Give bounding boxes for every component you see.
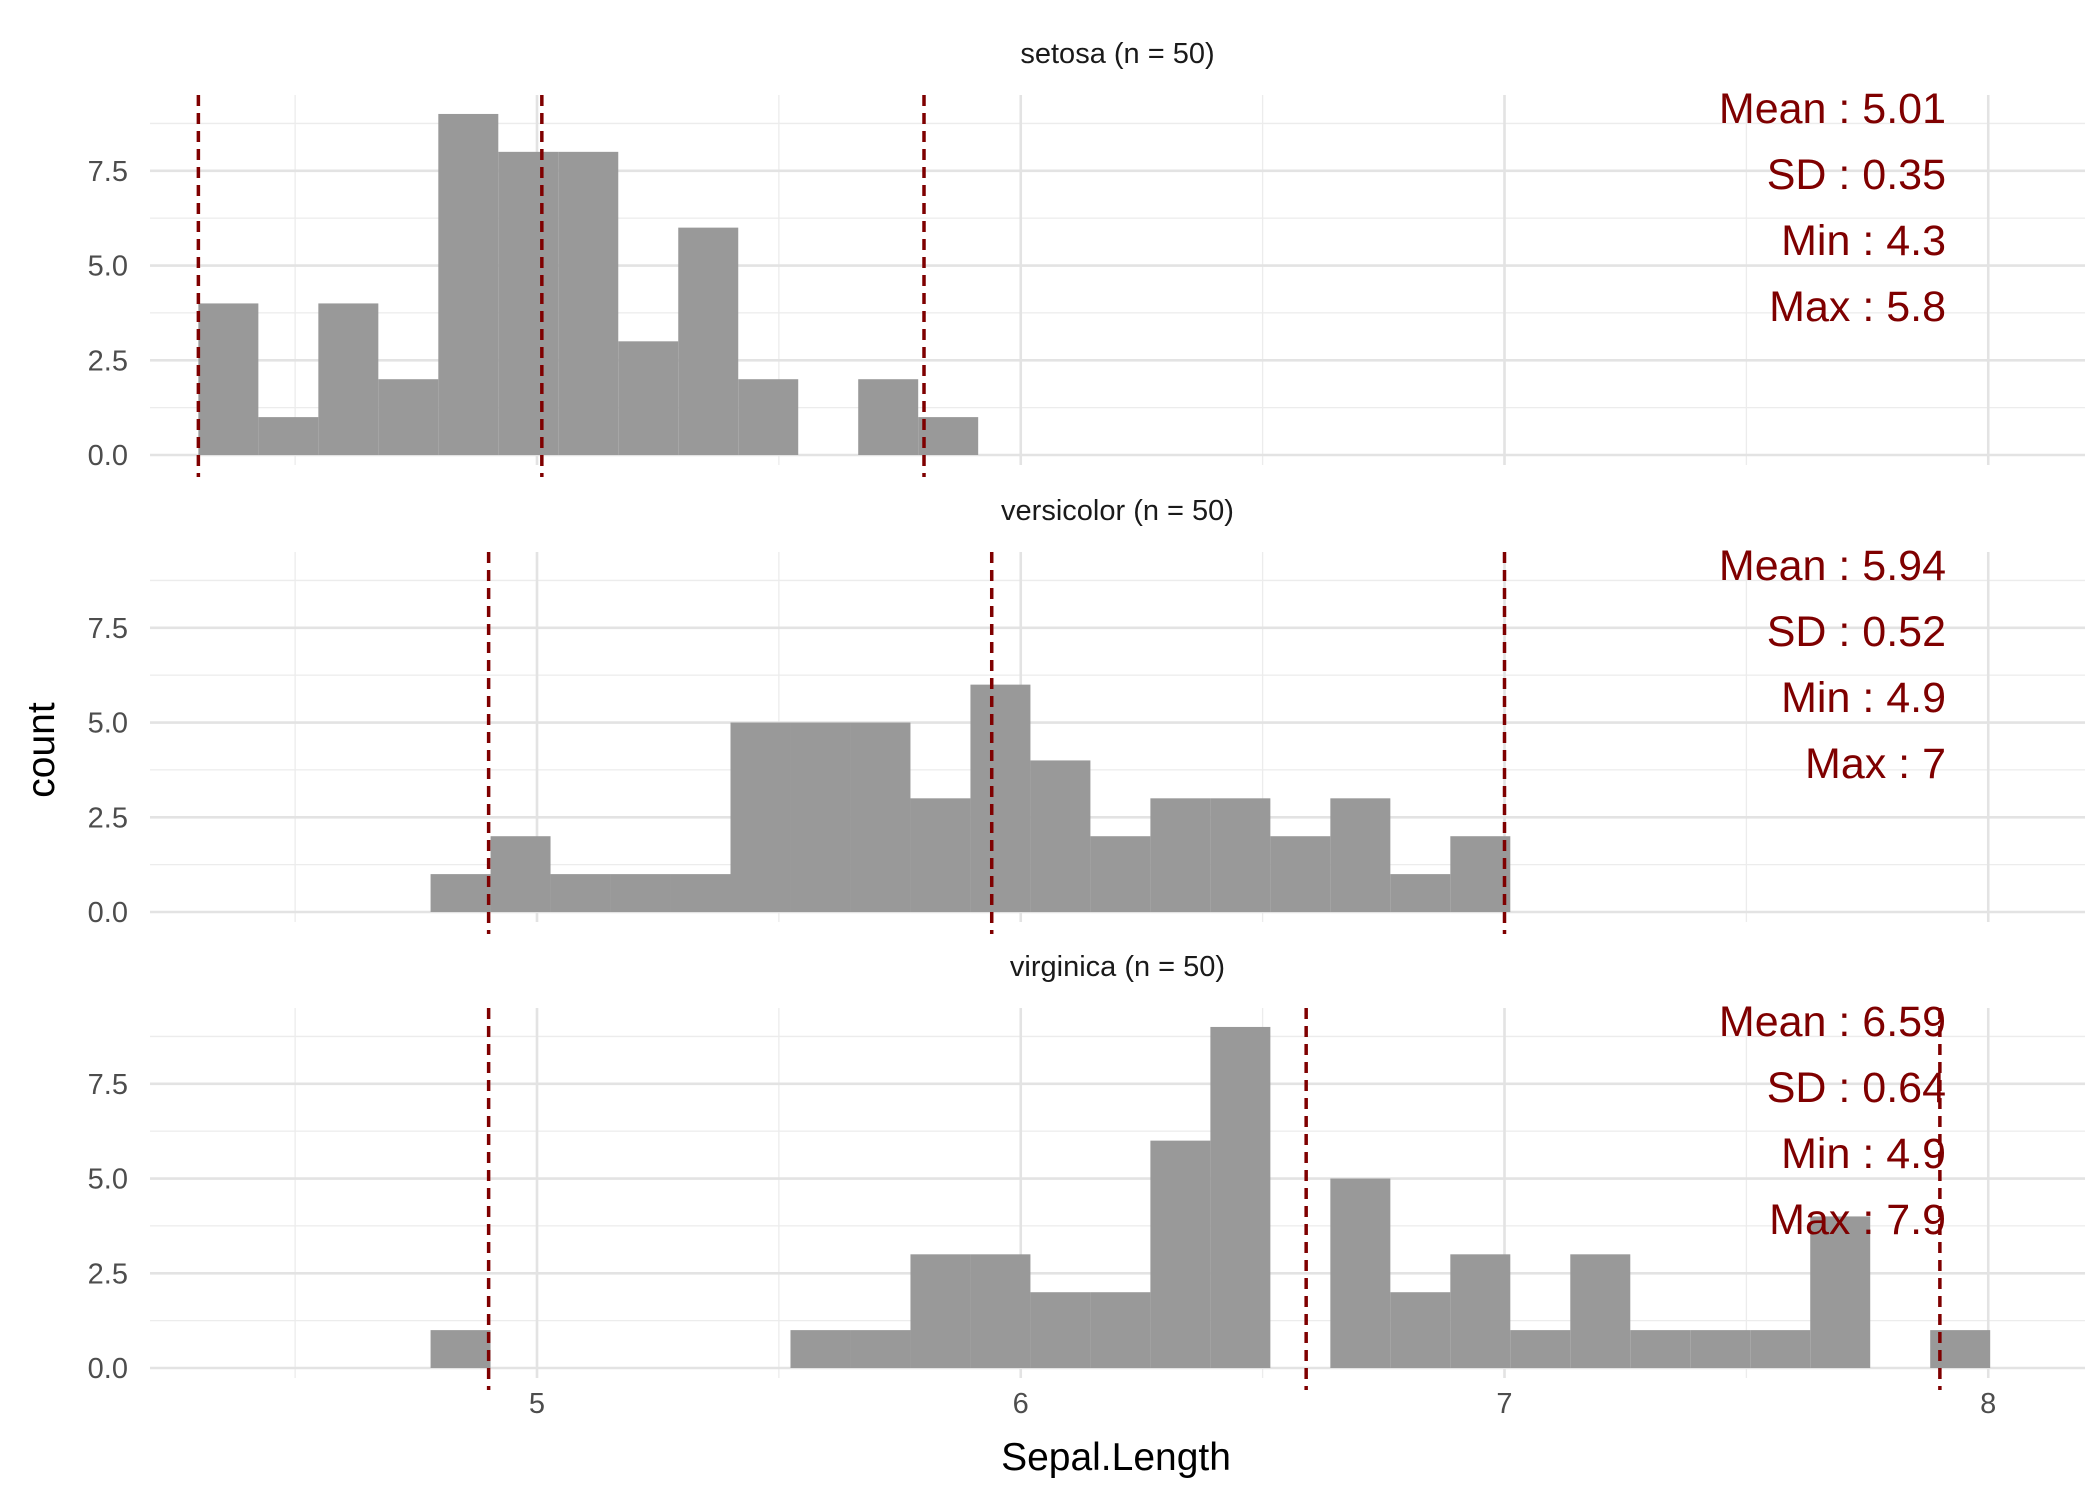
histogram-bar: [850, 1330, 911, 1368]
histogram-bar: [610, 874, 671, 912]
histogram-bar: [730, 722, 791, 912]
y-tick-label: 0.0: [88, 1353, 128, 1385]
histogram-bar: [678, 227, 739, 455]
panel-2: versicolor (n = 50) 0.0 2.5 5.0 7.5 Mean : 5.…: [88, 495, 2085, 934]
stat-label: Max : 7: [1805, 740, 1946, 788]
histogram-bar: [1270, 836, 1331, 912]
y-tick-label: 7.5: [88, 613, 128, 645]
panel-title: virginica (n = 50): [1010, 951, 1225, 983]
histogram-bar: [618, 341, 679, 455]
histogram-bar: [1450, 836, 1511, 912]
stat-label: SD : 0.64: [1767, 1064, 1946, 1112]
histogram-bar: [738, 379, 799, 455]
y-tick-label: 0.0: [88, 440, 128, 472]
histogram-bar: [1450, 1254, 1511, 1368]
histogram-bar: [1390, 1292, 1451, 1368]
x-tick-label: 6: [1013, 1388, 1029, 1420]
histogram-bar: [1630, 1330, 1691, 1368]
histogram-bar: [1210, 798, 1271, 912]
y-tick-label: 7.5: [88, 1069, 128, 1101]
stat-label: Min : 4.3: [1781, 217, 1946, 265]
y-tick-label: 5.0: [88, 1164, 128, 1196]
histogram-bar: [790, 722, 851, 912]
histogram-bar: [670, 874, 731, 912]
histogram-bar: [490, 836, 551, 912]
histogram-bar: [1030, 760, 1091, 912]
histogram-bar: [970, 1254, 1031, 1368]
y-tick-label: 5.0: [88, 708, 128, 740]
histogram-bar: [970, 684, 1031, 912]
histogram-bar: [378, 379, 439, 455]
y-tick-label: 2.5: [88, 1258, 128, 1290]
histogram-bar: [1150, 798, 1211, 912]
histogram-bar: [430, 874, 491, 912]
histogram-bar: [1150, 1140, 1211, 1368]
histogram-bar: [438, 113, 499, 456]
histogram-bar: [558, 151, 619, 455]
histogram-bar: [1090, 836, 1151, 912]
stat-label: Mean : 6.59: [1719, 998, 1946, 1046]
histogram-bar: [850, 722, 911, 912]
panels: setosa (n = 50) 0.0 2.5 5.0 7.5 Mean : 5.01 SD…: [88, 38, 2085, 1390]
histogram-bar: [318, 303, 379, 455]
x-tick-label: 8: [1980, 1388, 1996, 1420]
histogram-bar: [258, 417, 319, 455]
histogram-bar: [910, 1254, 971, 1368]
x-tick-label: 5: [529, 1388, 545, 1420]
stat-label: Max : 7.9: [1769, 1196, 1946, 1244]
x-tick-label: 7: [1496, 1388, 1512, 1420]
y-axis-title: count: [20, 702, 63, 798]
x-axis: 5 6 7 8: [529, 1388, 1996, 1420]
histogram-bar: [498, 151, 559, 455]
histogram-bar: [1750, 1330, 1811, 1368]
histogram-bar: [430, 1330, 491, 1368]
histogram-bar: [1810, 1216, 1871, 1368]
histogram-bar: [1030, 1292, 1091, 1368]
histogram-bar: [1690, 1330, 1751, 1368]
histogram-bar: [1210, 1026, 1271, 1368]
panel-title: versicolor (n = 50): [1001, 495, 1234, 527]
histogram-bar: [1330, 1178, 1391, 1368]
panel-1: setosa (n = 50) 0.0 2.5 5.0 7.5 Mean : 5.01 SD…: [88, 38, 2085, 477]
y-tick-label: 0.0: [88, 897, 128, 929]
histogram-bar: [910, 798, 971, 912]
histogram-bar: [858, 379, 919, 455]
histogram-bar: [1330, 798, 1391, 912]
histogram-bar: [918, 417, 979, 455]
y-tick-label: 7.5: [88, 156, 128, 188]
stat-label: Mean : 5.94: [1719, 542, 1946, 590]
histogram-bar: [790, 1330, 851, 1368]
histogram-bar: [1510, 1330, 1571, 1368]
panel-title: setosa (n = 50): [1020, 38, 1214, 70]
x-axis-title: Sepal.Length: [1001, 1436, 1231, 1479]
stat-label: Min : 4.9: [1781, 1130, 1946, 1178]
stat-label: SD : 0.52: [1767, 608, 1946, 656]
y-tick-label: 2.5: [88, 802, 128, 834]
histogram-bar: [1090, 1292, 1151, 1368]
y-tick-label: 5.0: [88, 251, 128, 283]
stat-label: Max : 5.8: [1769, 283, 1946, 331]
histogram-bar: [1390, 874, 1451, 912]
panel-3: virginica (n = 50) 0.0 2.5 5.0 7.5 Mean : 6.5…: [88, 951, 2085, 1390]
stat-label: Mean : 5.01: [1719, 85, 1946, 133]
y-tick-label: 2.5: [88, 345, 128, 377]
histogram-bar: [1570, 1254, 1631, 1368]
stat-label: Min : 4.9: [1781, 674, 1946, 722]
stat-label: SD : 0.35: [1767, 151, 1946, 199]
histogram-bar: [550, 874, 611, 912]
histogram-bar: [198, 303, 259, 455]
